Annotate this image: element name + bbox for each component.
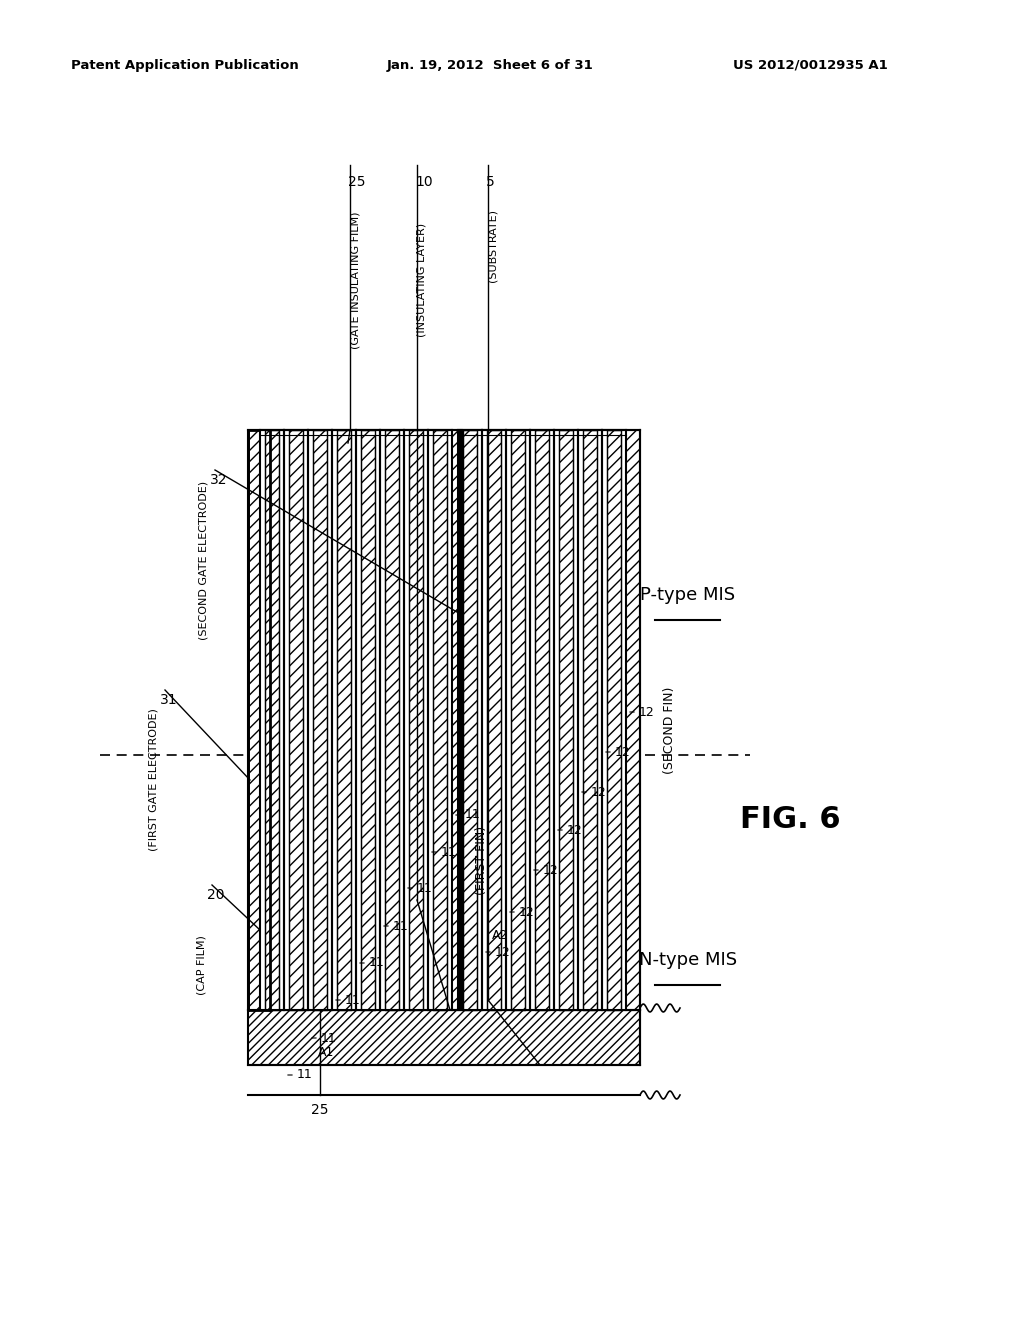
Bar [313,430,327,1010]
Text: 12: 12 [495,945,511,958]
Text: 12: 12 [591,785,607,799]
Bar [578,430,602,1010]
Text: 20: 20 [207,888,224,902]
Bar [458,430,482,1010]
Text: (SUBSTRATE): (SUBSTRATE) [488,209,498,281]
Bar [487,430,501,1010]
Bar [607,430,621,1010]
Text: 12: 12 [615,746,631,759]
Bar [248,1010,640,1065]
Bar [433,430,447,1010]
Bar [248,430,460,1010]
Text: US 2012/0012935 A1: US 2012/0012935 A1 [732,58,888,71]
Text: 11: 11 [369,957,385,969]
Text: 32: 32 [210,473,227,487]
Bar [337,430,351,1010]
Bar [463,430,477,1010]
Bar [409,430,423,1010]
Bar [404,430,428,1010]
Text: (FIRST GATE ELECTRODE): (FIRST GATE ELECTRODE) [150,709,159,851]
Text: (SECOND FIN): (SECOND FIN) [664,686,677,774]
Text: Patent Application Publication: Patent Application Publication [71,58,299,71]
Text: 5: 5 [486,176,495,189]
Text: A1: A1 [318,1045,335,1059]
Text: 11: 11 [417,882,433,895]
Bar [284,430,308,1010]
Text: 25: 25 [311,1104,329,1117]
Text: (CAP FILM): (CAP FILM) [196,935,206,995]
Text: FIG. 6: FIG. 6 [739,805,841,834]
Text: Jan. 19, 2012  Sheet 6 of 31: Jan. 19, 2012 Sheet 6 of 31 [387,58,593,71]
Text: 10: 10 [415,176,432,189]
Bar [462,430,640,1010]
Bar [385,430,399,1010]
Text: 11: 11 [393,920,409,932]
Bar [361,430,375,1010]
Text: (GATE INSULATING FILM): (GATE INSULATING FILM) [350,211,360,348]
Bar [602,430,626,1010]
Bar [356,430,380,1010]
Text: 11: 11 [441,846,457,858]
Text: (FIRST FIN): (FIRST FIN) [475,825,488,895]
Text: 11: 11 [345,994,360,1006]
Bar [248,430,270,1010]
Bar [289,430,303,1010]
Text: N-type MIS: N-type MIS [639,950,737,969]
Bar [530,430,554,1010]
Bar [535,430,549,1010]
Bar [511,430,525,1010]
Text: 11: 11 [465,808,480,821]
Text: 11: 11 [321,1031,337,1044]
Bar [308,430,332,1010]
Text: 11: 11 [297,1068,312,1081]
Bar [506,430,530,1010]
Bar [260,430,284,1010]
Text: 25: 25 [348,176,366,189]
Text: 12: 12 [519,906,535,919]
Bar [583,430,597,1010]
Bar [265,430,279,1010]
Text: (SECOND GATE ELECTRODE): (SECOND GATE ELECTRODE) [199,480,209,640]
Bar [380,430,404,1010]
Text: 12: 12 [639,705,654,718]
Text: 31: 31 [160,693,177,708]
Text: 12: 12 [567,824,583,837]
Bar [482,430,506,1010]
Bar [559,430,573,1010]
Text: P-type MIS: P-type MIS [640,586,735,605]
Text: (INSULATING LAYER): (INSULATING LAYER) [417,223,427,337]
Text: A2: A2 [492,929,508,942]
Text: 12: 12 [543,863,559,876]
Bar [554,430,578,1010]
Bar [428,430,452,1010]
Bar [332,430,356,1010]
